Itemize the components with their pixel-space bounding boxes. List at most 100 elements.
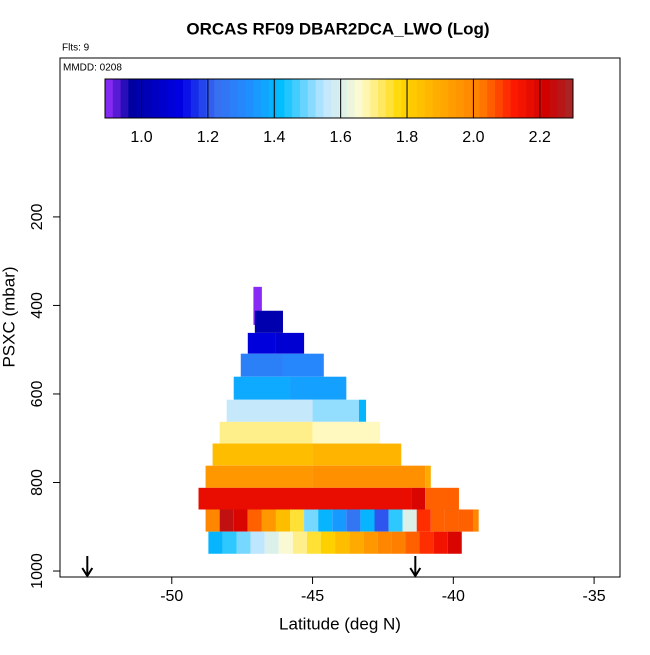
colorbar-swatch: [393, 79, 402, 118]
colorbar-swatch: [331, 79, 340, 118]
colorbar-swatch: [339, 79, 348, 118]
y-tick-label: 400: [29, 292, 46, 319]
colorbar-swatch: [502, 79, 512, 118]
colorbar-swatch: [292, 79, 301, 118]
heat-cell: [312, 443, 402, 466]
heat-cell: [377, 531, 392, 554]
heat-cell: [425, 465, 431, 488]
heat-cell: [275, 509, 291, 532]
colorbar-swatch: [315, 79, 324, 118]
colorbar-swatch: [456, 79, 465, 118]
heat-cell: [290, 509, 305, 532]
heat-cell: [304, 509, 319, 532]
heat-cell: [198, 487, 412, 510]
plot-frame: [59, 57, 621, 578]
heat-cell: [240, 353, 283, 377]
heat-cell: [312, 421, 381, 444]
heat-cell: [433, 531, 448, 554]
heat-cell: [290, 376, 347, 400]
y-tick-label: 600: [29, 381, 46, 408]
colorbar-tick-label: 1.4: [263, 129, 285, 146]
heat-cell: [254, 310, 283, 333]
colorbar-swatch: [557, 79, 566, 118]
colorbar-swatch: [198, 79, 207, 118]
colorbar-swatch: [276, 79, 285, 118]
colorbar-swatch: [354, 79, 363, 118]
heat-cell: [261, 509, 276, 532]
heat-cell: [388, 509, 403, 532]
colorbar-swatch: [541, 79, 551, 118]
colorbar-swatch: [471, 79, 480, 118]
colorbar-swatch: [229, 79, 239, 118]
heat-cell: [444, 509, 459, 532]
heat-cell: [219, 509, 234, 532]
colorbar-swatch: [183, 79, 192, 118]
x-tick-label: -45: [301, 588, 324, 605]
colorbar-swatch: [323, 79, 332, 118]
heat-cell: [430, 509, 445, 532]
colorbar-frame: [104, 78, 574, 119]
colorbar-swatch: [526, 79, 535, 118]
colorbar-swatch: [370, 79, 379, 118]
x-tick-label: -50: [160, 588, 183, 605]
colorbar-swatch: [487, 79, 496, 118]
x-tick-label: -40: [442, 588, 465, 605]
colorbar-swatch: [159, 79, 168, 118]
heat-cell: [264, 531, 279, 554]
arrow: [81, 556, 94, 578]
colorbar-tick-label: 2.2: [529, 129, 551, 146]
heat-cell: [363, 531, 378, 554]
heat-cell: [359, 399, 367, 422]
colorbar-swatch: [206, 79, 215, 118]
heat-cell: [205, 509, 220, 532]
colorbar-swatch: [534, 79, 543, 118]
colorbar-swatch: [495, 79, 504, 118]
colorbar-swatch: [300, 79, 309, 118]
colorbar-swatch: [565, 79, 574, 118]
colorbar-swatch: [144, 79, 153, 118]
heat-cell: [312, 465, 426, 488]
heat-cell: [233, 376, 291, 400]
heat-cell: [212, 443, 313, 466]
heat-cell: [208, 531, 223, 554]
colorbar-swatch: [261, 79, 270, 118]
colorbar-swatch: [385, 79, 395, 118]
heat-cell: [312, 399, 360, 422]
heat-cell: [360, 509, 375, 532]
heat-cell: [233, 509, 248, 532]
colorbar-swatch: [151, 79, 161, 118]
heat-cell: [226, 399, 313, 422]
heat-cell: [250, 531, 265, 554]
colorbar-swatch: [409, 79, 418, 118]
y-axis-label: PSXC (mbar): [0, 266, 18, 367]
colorbar-swatch: [401, 79, 410, 118]
colorbar-swatch: [362, 79, 371, 118]
colorbar-tick-label: 1.2: [197, 129, 219, 146]
colorbar-swatch: [136, 79, 145, 118]
heat-cell: [318, 509, 333, 532]
date-label: MMDD: 0208: [63, 63, 122, 74]
colorbar-swatch: [237, 79, 246, 118]
colorbar-swatch: [307, 79, 317, 118]
heat-cell: [346, 509, 361, 532]
colorbar-swatch: [549, 79, 558, 118]
heat-cell: [332, 509, 347, 532]
heat-cell: [278, 531, 293, 554]
colorbar-swatch: [440, 79, 449, 118]
x-axis-label: Latitude (deg N): [279, 614, 401, 633]
heat-cell: [222, 531, 237, 554]
heat-cell: [320, 531, 336, 554]
heat-cell: [458, 509, 474, 532]
heat-cell: [253, 286, 262, 325]
heat-cell: [447, 531, 462, 554]
colorbar-swatch: [417, 79, 426, 118]
heat-cell: [419, 531, 434, 554]
colorbar-swatch: [463, 79, 473, 118]
colorbar-swatch: [222, 79, 231, 118]
heat-cell: [219, 421, 313, 444]
heat-cell: [473, 509, 479, 532]
colorbar-swatch: [120, 79, 129, 118]
heat-cell: [411, 487, 426, 510]
colorbar-swatch: [346, 79, 356, 118]
